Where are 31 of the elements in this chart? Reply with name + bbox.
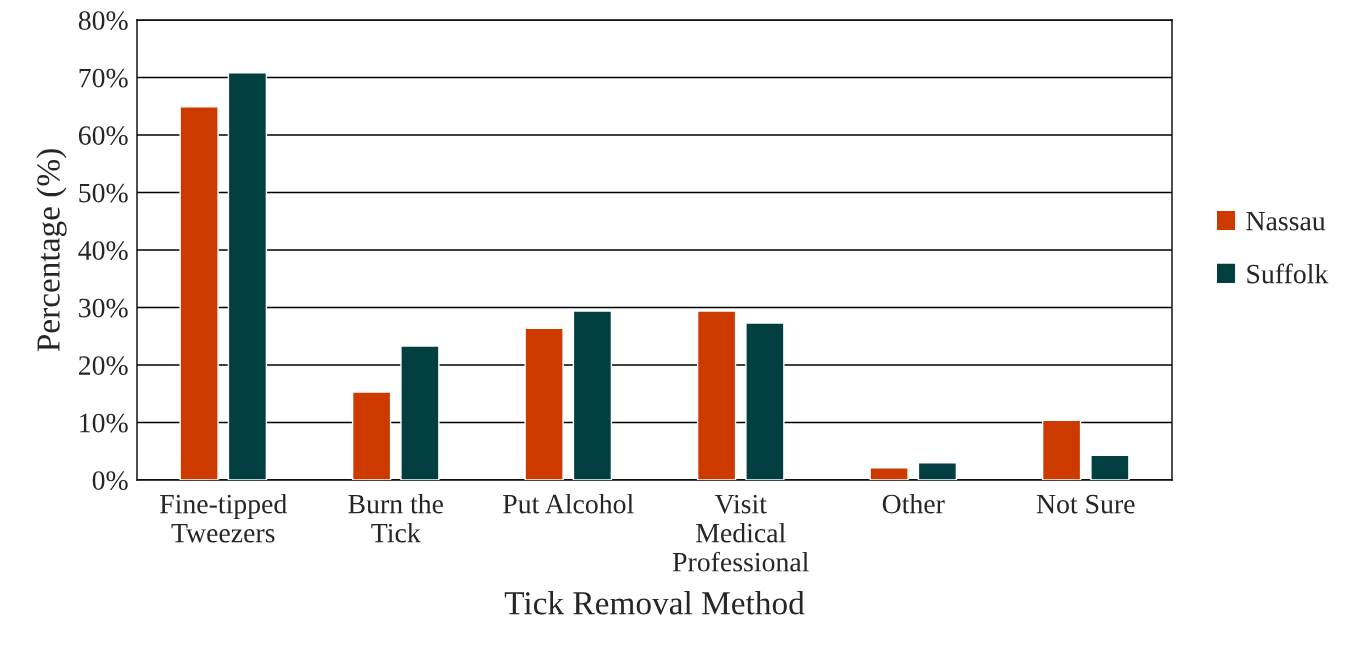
x-tick-label: Other	[882, 493, 945, 514]
bar	[745, 322, 785, 480]
y-tick-label: 10%	[80, 413, 128, 433]
legend-label: Nassau	[1246, 212, 1326, 231]
x-tick-label: Visit Medical Professional	[672, 494, 809, 572]
x-tick-label: Burn the Tick	[348, 493, 444, 543]
bar	[572, 310, 613, 480]
bar	[179, 106, 219, 480]
y-tick-label: 20%	[78, 356, 128, 375]
bar	[869, 467, 909, 480]
y-tick-label: 80%	[78, 11, 128, 30]
y-tick-label: 40%	[78, 241, 128, 260]
bar	[917, 462, 958, 480]
y-tick-label: 30%	[79, 298, 128, 318]
bar	[1041, 419, 1082, 480]
y-axis-title: Percentage (%)	[36, 149, 67, 352]
x-tick-label: Not Sure	[1036, 494, 1135, 514]
legend-label: Suffolk	[1247, 263, 1329, 284]
y-tick-label: 60%	[78, 126, 128, 145]
y-tick-label: 0%	[92, 471, 128, 490]
y-tick-label: 70%	[79, 68, 128, 88]
x-axis-title: Tick Removal Method	[504, 591, 805, 615]
x-tick-label: Put Alcohol	[503, 493, 634, 514]
bar	[524, 327, 564, 480]
bar	[351, 391, 392, 480]
x-tick-label: Fine-tipped Tweezers	[160, 493, 287, 543]
bar	[227, 72, 268, 480]
bar	[400, 345, 440, 480]
y-tick-label: 50%	[79, 183, 128, 203]
bar	[696, 310, 737, 480]
bar	[1090, 454, 1130, 480]
